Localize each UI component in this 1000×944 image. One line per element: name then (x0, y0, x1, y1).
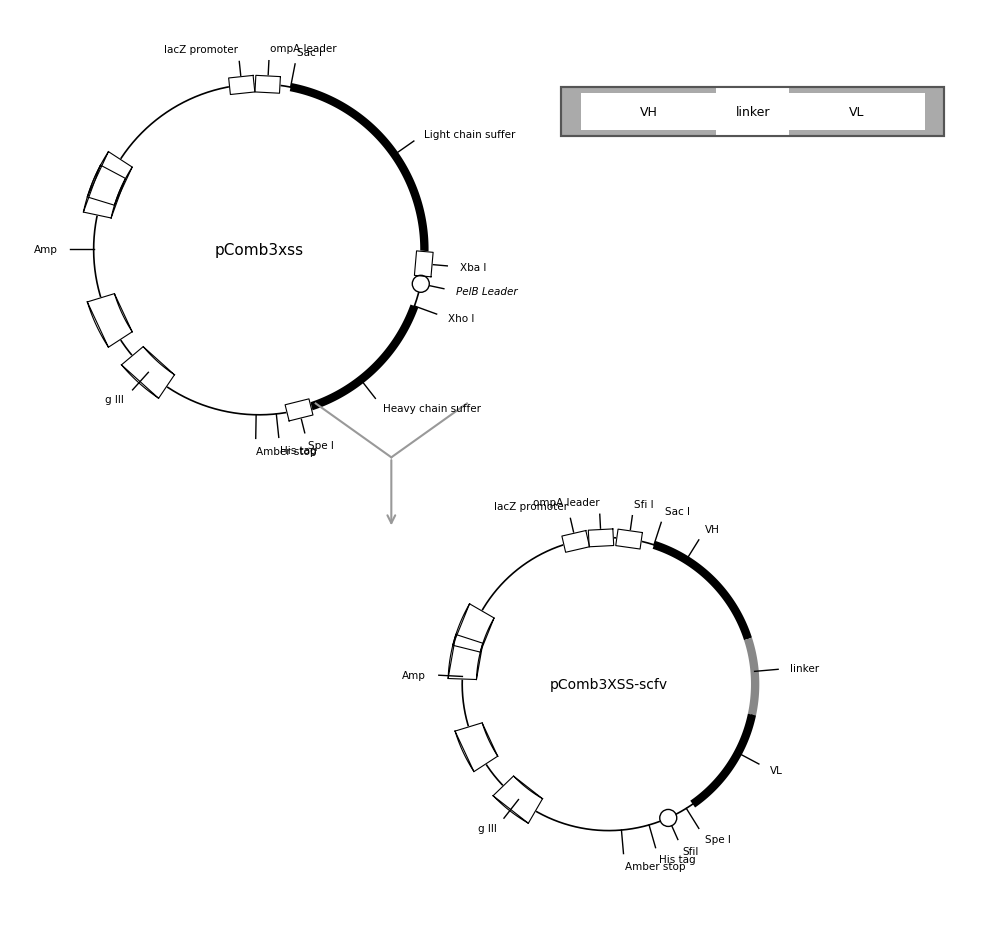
Text: Sac I: Sac I (297, 48, 322, 58)
Text: linker: linker (790, 664, 819, 673)
Polygon shape (453, 604, 494, 652)
Text: PelB Leader: PelB Leader (456, 287, 518, 297)
Text: g III: g III (105, 395, 124, 405)
Circle shape (660, 810, 677, 827)
Polygon shape (121, 347, 174, 399)
Text: Sfi I: Sfi I (634, 499, 654, 509)
Text: Light chain suffer: Light chain suffer (424, 130, 515, 140)
Text: pComb3xss: pComb3xss (214, 243, 304, 258)
Text: Sac I: Sac I (665, 506, 690, 516)
Text: His tag: His tag (280, 446, 317, 455)
Text: pComb3XSS-scfv: pComb3XSS-scfv (550, 678, 668, 691)
Text: Amber stop: Amber stop (625, 861, 685, 871)
Polygon shape (87, 295, 132, 347)
Text: VH: VH (640, 106, 657, 119)
Text: Amp: Amp (402, 670, 426, 680)
Text: Heavy chain suffer: Heavy chain suffer (383, 404, 481, 413)
Polygon shape (455, 723, 498, 772)
Polygon shape (493, 776, 543, 823)
Text: VL: VL (770, 765, 783, 775)
Polygon shape (229, 76, 255, 95)
Text: VL: VL (849, 106, 865, 119)
Text: Xho I: Xho I (448, 314, 475, 324)
Bar (789, 93, 925, 131)
Polygon shape (255, 76, 280, 94)
Text: lacZ promoter: lacZ promoter (494, 502, 568, 512)
Text: lacZ promoter: lacZ promoter (164, 45, 238, 55)
Text: VH: VH (705, 525, 720, 535)
Text: Spe I: Spe I (705, 834, 731, 844)
Polygon shape (83, 166, 126, 219)
Text: His tag: His tag (659, 854, 696, 865)
Bar (561, 88, 944, 137)
Bar (581, 93, 716, 131)
Polygon shape (285, 399, 313, 421)
Polygon shape (562, 531, 590, 552)
Text: Spe I: Spe I (308, 440, 334, 450)
Text: SfiI: SfiI (683, 846, 699, 856)
Bar (561, 88, 944, 137)
Bar (716, 88, 789, 137)
Text: linker: linker (736, 106, 770, 119)
Polygon shape (616, 530, 642, 549)
Circle shape (412, 276, 429, 293)
Polygon shape (588, 530, 614, 548)
Text: Amber stop: Amber stop (256, 447, 316, 456)
Polygon shape (414, 252, 433, 278)
Text: ompA leader: ompA leader (533, 497, 599, 508)
Text: Xba I: Xba I (460, 262, 486, 273)
Polygon shape (87, 153, 132, 206)
Polygon shape (448, 634, 483, 680)
Text: g III: g III (478, 823, 496, 833)
Text: ompA leader: ompA leader (270, 44, 336, 55)
Text: Amp: Amp (34, 245, 58, 255)
